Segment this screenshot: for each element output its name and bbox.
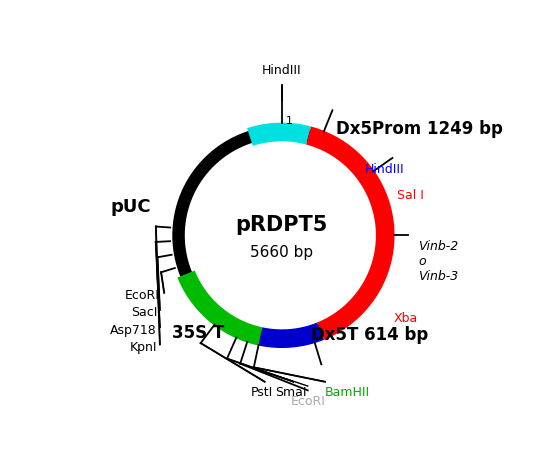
Text: Dx5Prom 1249 bp: Dx5Prom 1249 bp	[337, 120, 503, 138]
Text: SmaI: SmaI	[275, 386, 306, 399]
Text: pRDPT5: pRDPT5	[236, 215, 328, 235]
Text: Asp718: Asp718	[110, 323, 157, 336]
Text: KpnI: KpnI	[129, 341, 157, 354]
Text: Sal I: Sal I	[397, 189, 424, 202]
Polygon shape	[178, 271, 262, 345]
Text: EcoRI: EcoRI	[125, 289, 160, 302]
Polygon shape	[258, 322, 324, 348]
Text: EcoRI: EcoRI	[290, 395, 325, 408]
Text: Vinb-2
o
Vinb-3: Vinb-2 o Vinb-3	[418, 240, 459, 283]
Polygon shape	[306, 126, 394, 340]
Text: pUC: pUC	[111, 198, 151, 216]
Text: HindIII: HindIII	[365, 163, 405, 176]
Text: Xba: Xba	[394, 312, 418, 325]
Polygon shape	[247, 123, 311, 146]
Text: 35S T: 35S T	[172, 324, 224, 343]
Text: PstI: PstI	[251, 386, 273, 399]
Text: HindIII: HindIII	[262, 64, 302, 77]
Text: 5660 bp: 5660 bp	[250, 245, 313, 260]
Text: BamHII: BamHII	[325, 386, 370, 399]
Text: 1: 1	[286, 116, 293, 126]
Circle shape	[188, 141, 376, 329]
Text: SacI: SacI	[131, 306, 157, 319]
Text: Dx5T 614 bp: Dx5T 614 bp	[311, 326, 428, 344]
